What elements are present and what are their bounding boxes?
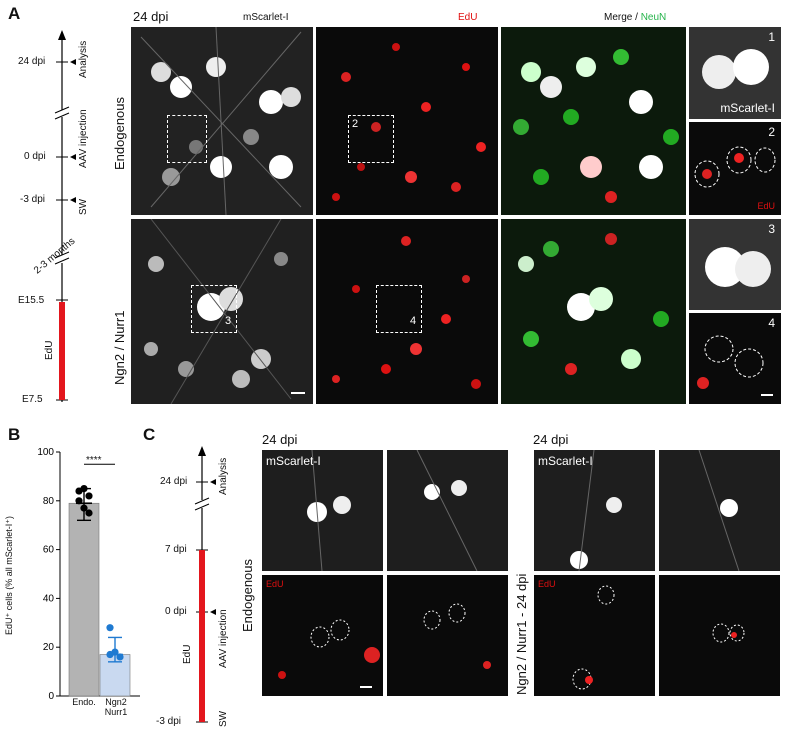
- zoom-box-2: [348, 115, 394, 163]
- timeline-a-minus3dpi: -3 dpi: [20, 194, 46, 205]
- inset-1-num: 1: [768, 30, 775, 44]
- b-data-point: [80, 504, 88, 512]
- timeline-a-analysis: Analysis: [78, 40, 89, 78]
- inset-1-mscarlet: 1 mScarlet-I: [689, 27, 781, 119]
- b-ytick-label: 20: [43, 642, 55, 653]
- c-endo-edu-label: EdU: [266, 579, 284, 589]
- image-endogenous-merge: [501, 27, 686, 215]
- b-data-point: [106, 650, 114, 659]
- c-ngn2-edu-label: EdU: [538, 579, 556, 589]
- c-endo-mscarlet-2: [387, 450, 508, 571]
- zoom-box-1: [167, 115, 207, 163]
- timeline-a-e75: E7.5: [22, 394, 43, 405]
- scale-bar-inset: [761, 394, 773, 396]
- b-data-point: [85, 492, 93, 500]
- timeline-a-e155: E15.5: [18, 295, 45, 306]
- timeline-c-minus3dpi: -3 dpi: [156, 716, 182, 727]
- c-ngn2-mscarlet-2: [659, 450, 780, 571]
- c-ngn2-edu-1: EdU: [534, 575, 655, 696]
- c-ngn2-mscarlet-label: mScarlet-I: [538, 454, 593, 468]
- image-endogenous-mscarlet: [131, 27, 313, 215]
- zoom-box-3-num: 3: [225, 315, 232, 327]
- panel-b-chart: 0 20 40 60 80 100: [37, 447, 140, 702]
- col-mscarlet-header: mScarlet-I: [243, 12, 289, 23]
- image-ngn2-edu: 4: [316, 219, 498, 404]
- timeline-a-sw: SW: [78, 198, 89, 215]
- row-endogenous-label: Endogenous: [112, 96, 127, 170]
- inset-4-num: 4: [768, 316, 775, 330]
- b-data-point: [75, 497, 83, 505]
- timeline-c-analysis: Analysis: [218, 457, 229, 495]
- b-data-point: [116, 653, 124, 661]
- merge-label: Merge /: [604, 12, 641, 23]
- row-ngn2-label: Ngn2 / Nurr1: [112, 310, 127, 385]
- timeline-a: [0, 20, 130, 410]
- b-ytick-label: 100: [37, 447, 54, 458]
- inset-4-edu: 4: [689, 313, 781, 404]
- panel-a-dpi: 24 dpi: [133, 9, 169, 24]
- c-endo-edu-2: [387, 575, 508, 696]
- c-endo-mscarlet-label: mScarlet-I: [266, 454, 321, 468]
- panel-c-left-dpi: 24 dpi: [262, 432, 298, 447]
- col-merge-header: Merge / NeuN: [604, 12, 666, 23]
- scale-bar-a: [291, 392, 305, 394]
- inset-2-num: 2: [768, 125, 775, 139]
- neun-label: NeuN: [640, 12, 667, 23]
- zoom-box-4-num: 4: [410, 315, 417, 327]
- c-ngn2-edu-2: [659, 575, 780, 696]
- b-ytick-label: 60: [43, 545, 55, 556]
- timeline-c-7dpi: 7 dpi: [165, 544, 187, 555]
- b-ytick-label: 40: [43, 593, 55, 604]
- b-cat-ngn2: Ngn2 Nurr1: [104, 697, 128, 717]
- scale-bar-c: [360, 686, 372, 688]
- inset-2-label: EdU: [757, 201, 775, 211]
- b-ytick-label: 0: [48, 691, 54, 702]
- zoom-box-3: [191, 285, 237, 333]
- panel-c-right-dpi: 24 dpi: [533, 432, 569, 447]
- image-ngn2-merge: [501, 219, 686, 404]
- timeline-a-aav: AAV injection: [78, 109, 89, 168]
- b-data-point: [80, 485, 88, 493]
- timeline-c: [150, 440, 250, 727]
- c-ngn2-mscarlet-1: mScarlet-I: [534, 450, 655, 571]
- panel-c-letter: C: [143, 425, 156, 444]
- b-significance: ****: [86, 455, 102, 466]
- panel-c-right-row: Ngn2 / Nurr1 - 24 dpi: [514, 573, 529, 695]
- inset-1-label: mScarlet-I: [720, 101, 775, 115]
- b-cat-endo: Endo.: [72, 697, 96, 707]
- timeline-c-24dpi: 24 dpi: [160, 476, 188, 487]
- inset-2-edu: 2 EdU: [689, 122, 781, 215]
- image-ngn2-mscarlet: 3: [131, 219, 313, 404]
- timeline-c-edu: EdU: [182, 644, 193, 664]
- b-bar: [68, 502, 100, 697]
- panel-c-left-row: Endogenous: [240, 558, 255, 632]
- timeline-a-edu: EdU: [44, 340, 55, 360]
- timeline-c-0dpi: 0 dpi: [165, 606, 187, 617]
- b-data-point: [85, 509, 93, 517]
- timeline-a-24dpi: 24 dpi: [18, 56, 46, 67]
- c-endo-mscarlet-1: mScarlet-I: [262, 450, 383, 571]
- inset-3-num: 3: [768, 222, 775, 236]
- timeline-c-aav: AAV injection: [218, 609, 229, 668]
- b-data-point: [106, 624, 114, 632]
- image-endogenous-edu: 2: [316, 27, 498, 215]
- col-edu-header: EdU: [458, 12, 478, 23]
- zoom-box-4: [376, 285, 422, 333]
- timeline-a-0dpi: 0 dpi: [24, 151, 46, 162]
- b-ytick-label: 80: [43, 496, 55, 507]
- panel-b-letter: B: [8, 425, 21, 444]
- timeline-c-sw: SW: [218, 710, 229, 727]
- panel-a-letter: A: [8, 4, 21, 23]
- zoom-box-2-num: 2: [352, 118, 359, 130]
- inset-3-mscarlet: 3: [689, 219, 781, 310]
- c-endo-edu-1: EdU: [262, 575, 383, 696]
